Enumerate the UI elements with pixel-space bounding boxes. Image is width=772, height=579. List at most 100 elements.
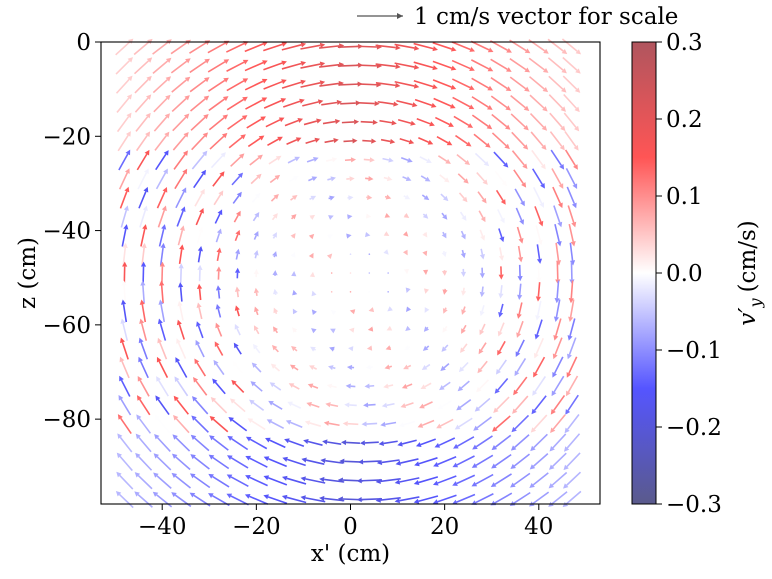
quiver-arrow-shaft	[555, 318, 562, 337]
quiver-arrow-shaft	[115, 41, 131, 56]
quiver-arrow-shaft	[459, 211, 465, 218]
quiver-arrow-shaft	[419, 156, 428, 162]
quiver-arrow-shaft	[455, 134, 468, 145]
quiver-arrow-shaft	[360, 120, 373, 124]
quiver-arrow-shaft	[177, 230, 184, 246]
quiver-arrow-head	[201, 169, 206, 176]
quiver-arrow-head	[458, 366, 465, 373]
quiver-arrow-head	[482, 179, 488, 185]
quiver-arrow	[531, 149, 546, 170]
quiver-arrow-head	[116, 471, 122, 478]
quiver-arrow	[289, 364, 299, 371]
quiver-arrow	[251, 362, 262, 373]
quiver-arrow-head	[529, 464, 536, 470]
quiver-arrow	[563, 93, 580, 113]
quiver-arrow-shaft	[456, 154, 467, 163]
quiver-arrow-shaft	[477, 191, 485, 200]
quiver-arrow-shaft	[268, 457, 287, 468]
quiver-arrow	[529, 112, 548, 131]
quiver-arrow	[460, 230, 466, 240]
quiver-arrow-shaft	[476, 172, 486, 182]
quiver-arrow-shaft	[566, 433, 581, 449]
quiver-arrow-head	[524, 67, 531, 73]
quiver-arrow-head	[176, 319, 182, 326]
quiver-arrow	[394, 477, 420, 485]
quiver-arrow	[136, 414, 152, 434]
quiver-arrow	[272, 288, 279, 295]
quiver-arrow	[530, 414, 548, 433]
quiver-arrow-shaft	[345, 441, 360, 444]
quiver-arrow-shaft	[529, 112, 545, 128]
quiver-arrow	[395, 458, 419, 466]
quiver-arrow-head	[574, 125, 580, 132]
quiver-arrow-head	[375, 478, 381, 484]
quiver-arrow-shaft	[195, 212, 203, 226]
quiver-arrow-shaft	[193, 456, 210, 470]
quiver-arrow	[420, 382, 432, 390]
quiver-arrow-shaft	[440, 418, 454, 427]
quiver-arrow-head	[291, 194, 298, 201]
quiver-arrow-shaft	[286, 458, 306, 467]
quiver-arrow	[379, 119, 397, 126]
quiver-arrow-head	[405, 287, 411, 294]
quiver-arrow-shaft	[158, 228, 165, 247]
quiver-arrow	[287, 156, 300, 164]
quiver-arrow-shaft	[119, 436, 133, 453]
quiver-arrows	[115, 38, 582, 509]
quiver-arrow-head	[380, 421, 386, 427]
quiver-arrow	[305, 137, 321, 145]
quiver-arrow-shaft	[385, 421, 397, 426]
quiver-arrow	[342, 421, 359, 427]
quiver-arrow-shaft	[194, 418, 209, 433]
quiver-arrow	[226, 474, 249, 488]
quiver-arrow-head	[442, 327, 448, 333]
quiver-arrow-head	[412, 102, 418, 108]
colorbar-label: v′y(cm/s)	[735, 220, 765, 325]
quiver-arrow-shaft	[387, 384, 394, 387]
quiver-arrow-head	[388, 157, 394, 163]
quiver-arrow-head	[490, 482, 497, 487]
quiver-arrow-shaft	[115, 78, 130, 94]
quiver-arrow	[515, 339, 525, 357]
quiver-arrow-head	[174, 376, 180, 383]
quiver-arrow-shaft	[325, 459, 344, 464]
y-tick-label: −20	[42, 124, 91, 150]
quiver-arrow-shaft	[156, 475, 172, 489]
quiver-arrow-head	[500, 199, 506, 205]
quiver-arrow-head	[371, 138, 377, 144]
quiver-arrow-shaft	[437, 494, 457, 503]
quiver-arrow	[189, 77, 210, 93]
quiver-arrow	[533, 337, 544, 359]
quiver-arrow	[309, 365, 318, 370]
quiver-arrow-shaft	[122, 247, 127, 266]
quiver-arrow-head	[551, 390, 557, 397]
quiver-arrow-head	[124, 168, 130, 174]
quiver-arrow-head	[504, 124, 511, 130]
quiver-arrow	[479, 286, 485, 298]
quiver-arrow	[300, 42, 326, 50]
quiver-arrow	[140, 224, 148, 247]
quiver-arrow-head	[178, 282, 184, 288]
quiver-arrow	[234, 324, 241, 336]
quiver-arrow-shaft	[532, 168, 543, 185]
quiver-arrow	[271, 213, 278, 221]
quiver-arrow-head	[183, 113, 190, 119]
quiver-arrow-head	[491, 463, 497, 469]
quiver-arrow-shaft	[530, 131, 544, 147]
quiver-arrow-head	[196, 321, 201, 327]
quiver-arrow	[548, 94, 566, 112]
quiver-arrow-shaft	[231, 438, 249, 451]
quiver-arrow-head	[164, 131, 170, 138]
quiver-arrow-shaft	[383, 440, 398, 445]
quiver-arrow-head	[209, 415, 216, 422]
quiver-arrow-shaft	[340, 102, 356, 105]
quiver-arrow	[281, 61, 307, 70]
quiver-arrow-head	[498, 274, 504, 280]
quiver-arrow	[228, 416, 248, 432]
quiver-arrow-head	[256, 173, 262, 180]
quiver-arrow-shaft	[170, 41, 188, 55]
quiver-arrow-shaft	[234, 234, 239, 242]
quiver-arrow-head	[397, 441, 403, 447]
quiver-arrow-head	[494, 388, 500, 394]
quiver-arrow	[363, 157, 375, 163]
